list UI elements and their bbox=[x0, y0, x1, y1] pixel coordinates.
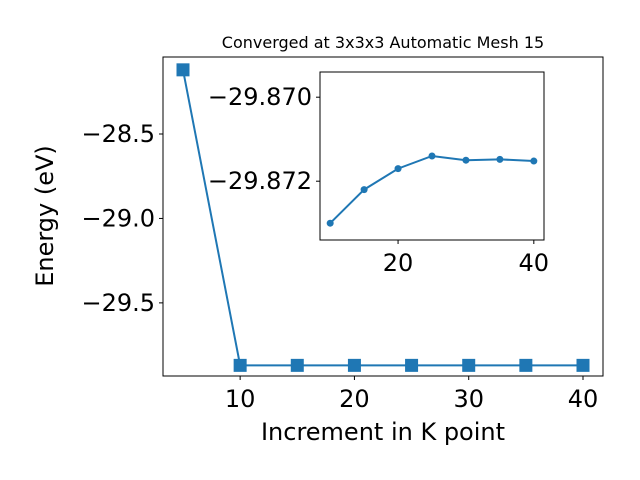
main-data-point bbox=[576, 358, 590, 372]
main-plot: 10 20 30 40 −28.5 −29.0 −29.5 bbox=[81, 56, 604, 413]
y-axis-label: Energy (eV) bbox=[31, 145, 59, 287]
main-x-tick-label: 40 bbox=[568, 385, 599, 413]
chart-title: Converged at 3x3x3 Automatic Mesh 15 bbox=[222, 33, 544, 52]
inset-plot: 20 40 −29.872 −29.870 bbox=[208, 71, 550, 277]
main-axes-frame bbox=[162, 56, 604, 377]
main-series-line bbox=[182, 69, 583, 367]
inset-y-tick-label: −29.870 bbox=[208, 83, 312, 111]
main-x-tick-label: 10 bbox=[225, 385, 256, 413]
main-data-point bbox=[233, 358, 247, 372]
main-y-tick-label: −29.5 bbox=[81, 289, 155, 317]
main-y-tick-label: −29.0 bbox=[81, 204, 155, 232]
main-data-point bbox=[462, 358, 476, 372]
inset-y-tick-label: −29.872 bbox=[208, 167, 312, 195]
inset-data-point bbox=[394, 165, 402, 173]
inset-x-tick-label: 20 bbox=[383, 249, 414, 277]
inset-data-point bbox=[462, 156, 470, 164]
inset-data-point bbox=[326, 219, 334, 227]
inset-x-tick-label: 40 bbox=[519, 249, 550, 277]
main-y-tick-label: −28.5 bbox=[81, 120, 155, 148]
main-x-tick-label: 30 bbox=[453, 385, 484, 413]
inset-data-point bbox=[496, 155, 504, 163]
main-data-point bbox=[290, 358, 304, 372]
inset-data-point bbox=[360, 186, 368, 194]
x-axis-label: Increment in K point bbox=[261, 418, 505, 446]
main-data-point bbox=[347, 358, 361, 372]
inset-data-point bbox=[428, 152, 436, 160]
inset-axes-frame bbox=[319, 71, 545, 241]
main-data-point bbox=[519, 358, 533, 372]
inset-data-point bbox=[530, 157, 538, 165]
main-data-point bbox=[405, 358, 419, 372]
main-data-point bbox=[176, 63, 190, 77]
main-x-tick-label: 20 bbox=[339, 385, 370, 413]
